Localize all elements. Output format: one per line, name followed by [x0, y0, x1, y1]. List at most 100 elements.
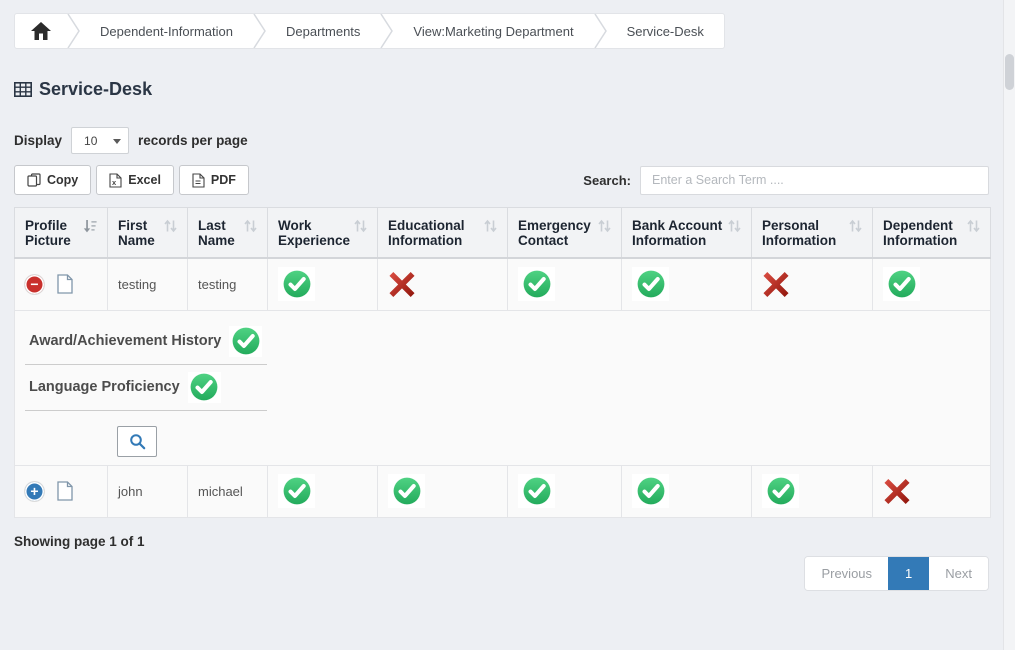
breadcrumb: Dependent-Information Departments View:M…	[14, 13, 725, 49]
pagination-previous-button[interactable]: Previous	[805, 556, 889, 590]
column-header-personal-information[interactable]: Personal Information	[751, 207, 873, 259]
column-header-bank-account-information[interactable]: Bank Account Information	[621, 207, 752, 259]
column-header-educational-information[interactable]: Educational Information	[377, 207, 508, 259]
search-icon	[129, 433, 145, 449]
last-name-cell: michael	[187, 464, 268, 518]
expand-row-button[interactable]: +	[25, 481, 44, 501]
records-per-page-select[interactable]: 10	[71, 127, 130, 154]
toolbar: Copy x Excel PDF Search:	[14, 165, 989, 195]
sort-both-icon	[244, 219, 257, 233]
status-icon	[278, 267, 315, 302]
copy-button[interactable]: Copy	[14, 165, 92, 195]
excel-button-label: Excel	[128, 173, 161, 187]
sort-both-icon	[849, 219, 862, 233]
pagination: Previous 1 Next	[804, 555, 989, 591]
status-icon	[762, 474, 799, 508]
pdf-button[interactable]: PDF	[178, 165, 249, 195]
breadcrumb-item-service-desk[interactable]: Service-Desk	[626, 23, 704, 39]
detail-search-button[interactable]	[117, 425, 157, 457]
page-status-text: Showing page 1 of 1	[14, 533, 145, 549]
status-icon	[388, 474, 425, 508]
column-header-dependent-information[interactable]: Dependent Information	[872, 207, 991, 259]
status-icon	[518, 474, 555, 508]
page: Dependent-Information Departments View:M…	[14, 13, 991, 591]
sort-both-icon	[967, 219, 980, 233]
column-header-last-name[interactable]: Last Name	[187, 207, 268, 259]
column-header-first-name[interactable]: First Name	[107, 207, 188, 259]
vertical-scrollbar[interactable]	[1003, 0, 1015, 650]
collapse-row-button[interactable]: −	[25, 274, 44, 294]
table-row: + john michael	[14, 464, 991, 518]
page-title: Service-Desk	[14, 79, 989, 100]
status-icon	[883, 478, 980, 505]
detail-list: Award/Achievement History Language Profi…	[25, 319, 267, 411]
records-per-page-control: Display 10 records per page	[14, 127, 989, 154]
last-name-cell: testing	[187, 257, 268, 311]
table-row: − testing testing	[14, 257, 991, 311]
breadcrumb-separator-icon	[593, 14, 607, 48]
status-icon	[632, 267, 669, 302]
detail-item-label: Language Proficiency	[29, 379, 180, 395]
search-input[interactable]	[640, 165, 989, 195]
status-icon	[187, 371, 221, 403]
work-experience-status-cell	[267, 464, 378, 518]
educational-information-status-cell	[377, 464, 508, 518]
breadcrumb-item-view-marketing-department[interactable]: View:Marketing Department	[413, 23, 574, 39]
bank-account-information-status-cell	[621, 464, 752, 518]
column-header-emergency-contact[interactable]: Emergency Contact	[507, 207, 622, 259]
personal-information-status-cell	[751, 464, 873, 518]
dependent-information-status-cell	[872, 257, 991, 311]
sort-both-icon	[354, 219, 367, 233]
work-experience-status-cell	[267, 257, 378, 311]
copy-icon	[27, 173, 41, 187]
pdf-button-label: PDF	[210, 173, 236, 187]
chevron-down-icon	[113, 139, 122, 144]
page-title-text: Service-Desk	[39, 79, 153, 99]
detail-item-label: Award/Achievement History	[29, 333, 222, 349]
svg-text:x: x	[112, 178, 117, 187]
breadcrumb-home[interactable]	[15, 14, 67, 48]
pagination-next-button[interactable]: Next	[929, 556, 988, 590]
detail-row: Award/Achievement History Language Profi…	[14, 309, 991, 466]
breadcrumb-item-dependent-information[interactable]: Dependent-Information	[100, 23, 233, 39]
column-header-work-experience[interactable]: Work Experience	[267, 207, 378, 259]
pagination-row: Previous 1 Next	[14, 555, 989, 591]
pagination-page-1-button[interactable]: 1	[888, 556, 930, 590]
dependent-information-status-cell	[872, 464, 991, 518]
sort-both-icon	[728, 219, 741, 233]
records-per-page-value: 10	[84, 133, 98, 148]
detail-item-language-proficiency: Language Proficiency	[25, 365, 267, 411]
table-grid-icon	[14, 82, 32, 97]
status-icon	[518, 267, 555, 302]
status-icon	[229, 325, 263, 357]
export-button-group: Copy x Excel PDF	[14, 165, 249, 195]
status-icon	[762, 271, 862, 298]
personal-information-status-cell	[751, 257, 873, 311]
status-icon	[278, 474, 315, 508]
first-name-cell: john	[107, 464, 188, 518]
detail-item-award-achievement-history: Award/Achievement History	[25, 319, 267, 365]
sort-both-icon	[598, 219, 611, 233]
copy-button-label: Copy	[47, 173, 79, 187]
breadcrumb-item-departments[interactable]: Departments	[285, 23, 361, 39]
document-icon[interactable]	[56, 481, 73, 501]
records-per-page-label: records per page	[138, 133, 248, 148]
column-header-profile-picture[interactable]: Profile Picture	[14, 207, 108, 259]
pdf-file-icon	[192, 172, 205, 188]
display-label: Display	[14, 133, 63, 148]
search-area: Search:	[583, 165, 989, 195]
document-icon[interactable]	[56, 274, 73, 294]
emergency-contact-status-cell	[507, 257, 622, 311]
scrollbar-thumb[interactable]	[1005, 54, 1014, 90]
emergency-contact-status-cell	[507, 464, 622, 518]
breadcrumb-separator-icon	[253, 14, 266, 48]
home-icon	[31, 22, 51, 40]
table-header-row: Profile Picture First Name	[14, 207, 991, 259]
status-icon	[632, 474, 669, 508]
search-label: Search:	[583, 172, 631, 188]
service-desk-table: Profile Picture First Name	[14, 207, 991, 518]
sort-both-icon	[484, 219, 497, 233]
excel-button[interactable]: x Excel	[96, 165, 174, 195]
profile-picture-cell: +	[14, 464, 108, 518]
profile-picture-cell: −	[14, 257, 108, 311]
